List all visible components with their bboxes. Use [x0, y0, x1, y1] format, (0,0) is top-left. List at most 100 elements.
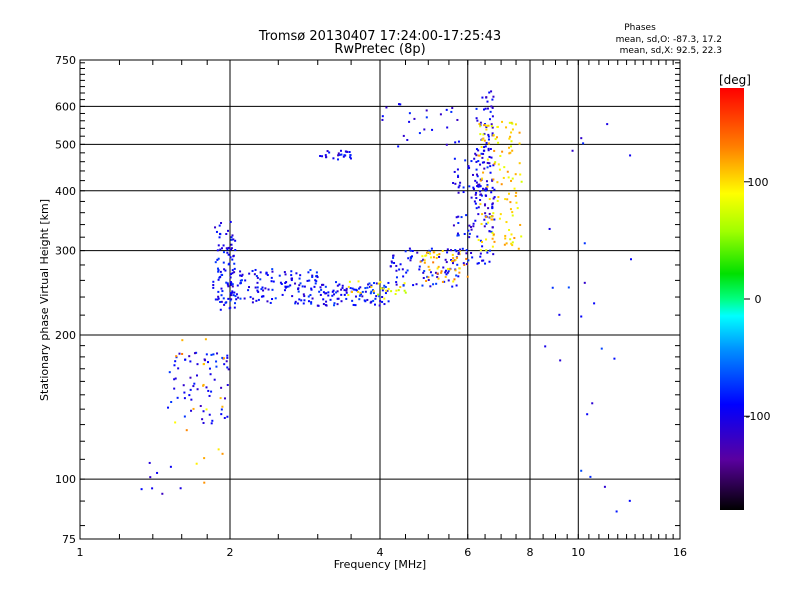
data-point [345, 287, 348, 290]
data-point [294, 282, 297, 285]
data-point [486, 124, 489, 127]
data-point [580, 469, 583, 472]
data-point [221, 452, 224, 455]
data-point [314, 279, 317, 282]
data-point [151, 487, 154, 490]
data-point [229, 292, 232, 295]
data-point [436, 272, 439, 275]
data-point [451, 285, 454, 288]
colorbar-ticks: 100 0 -100 [744, 176, 770, 423]
data-point [487, 135, 490, 138]
data-point [232, 238, 235, 241]
data-point [480, 146, 483, 149]
data-point [496, 199, 499, 202]
data-point [454, 259, 457, 262]
data-point [491, 178, 494, 181]
data-point [427, 278, 430, 281]
data-point [473, 157, 476, 160]
data-point [232, 294, 235, 297]
data-point [477, 262, 480, 265]
stats-heading: Phases [624, 23, 656, 33]
data-point [475, 173, 478, 176]
data-point [465, 257, 468, 260]
data-point [468, 166, 471, 169]
data-point [423, 128, 426, 131]
data-point [447, 267, 450, 270]
data-point [475, 107, 478, 110]
data-point [370, 284, 373, 287]
data-point [381, 300, 384, 303]
data-point [328, 151, 331, 154]
data-point [427, 276, 430, 279]
data-point [230, 294, 233, 297]
data-point [383, 284, 386, 287]
y-tick-label: 300 [55, 245, 76, 258]
data-point [483, 124, 486, 127]
data-point [418, 132, 421, 135]
data-point [322, 303, 325, 306]
data-point [491, 106, 494, 109]
data-point [486, 158, 489, 161]
data-point [184, 358, 187, 361]
data-point [358, 294, 361, 297]
data-point [366, 298, 369, 301]
data-point [490, 105, 493, 108]
data-point [220, 408, 223, 411]
data-point [491, 186, 494, 189]
data-point [210, 390, 213, 393]
data-point [310, 301, 313, 304]
data-point [506, 198, 509, 201]
data-point [508, 228, 511, 231]
data-point [203, 457, 206, 460]
data-point [491, 98, 494, 101]
data-point [315, 275, 318, 278]
data-point [345, 291, 348, 294]
data-point [484, 188, 487, 191]
data-point [229, 299, 232, 302]
data-point [181, 352, 184, 355]
data-point [223, 397, 226, 400]
data-point [229, 281, 232, 284]
data-point [428, 268, 431, 271]
data-point [298, 284, 301, 287]
stats-line-x: mean, sd,X: 92.5, 22.3 [620, 46, 722, 56]
data-point [474, 152, 477, 155]
data-point [221, 273, 224, 276]
data-point [459, 248, 462, 251]
x-tick-label: 1 [77, 546, 84, 559]
data-point [421, 284, 424, 287]
data-point [349, 287, 352, 290]
data-point [505, 242, 508, 245]
data-point [491, 126, 494, 129]
data-point [483, 218, 486, 221]
data-point [402, 284, 405, 287]
data-point [381, 118, 384, 121]
data-point [443, 280, 446, 283]
data-point [456, 168, 459, 171]
data-point [478, 154, 481, 157]
data-point [510, 233, 513, 236]
data-point [491, 115, 494, 118]
data-point [475, 207, 478, 210]
data-point [475, 148, 478, 151]
data-point [325, 292, 328, 295]
data-point [203, 481, 206, 484]
data-point [439, 113, 442, 116]
data-point [387, 300, 390, 303]
data-point [280, 282, 283, 285]
data-point [217, 257, 220, 260]
data-point [231, 258, 234, 261]
data-point [310, 287, 313, 290]
data-point [199, 405, 202, 408]
data-point [256, 289, 259, 292]
data-point [457, 234, 460, 237]
data-point [208, 394, 211, 397]
data-point [367, 283, 370, 286]
data-point [474, 202, 477, 205]
data-point [179, 487, 182, 490]
data-point [489, 110, 492, 113]
data-point [464, 159, 467, 162]
data-point [297, 290, 300, 293]
data-point [489, 215, 492, 218]
data-point [256, 286, 259, 289]
